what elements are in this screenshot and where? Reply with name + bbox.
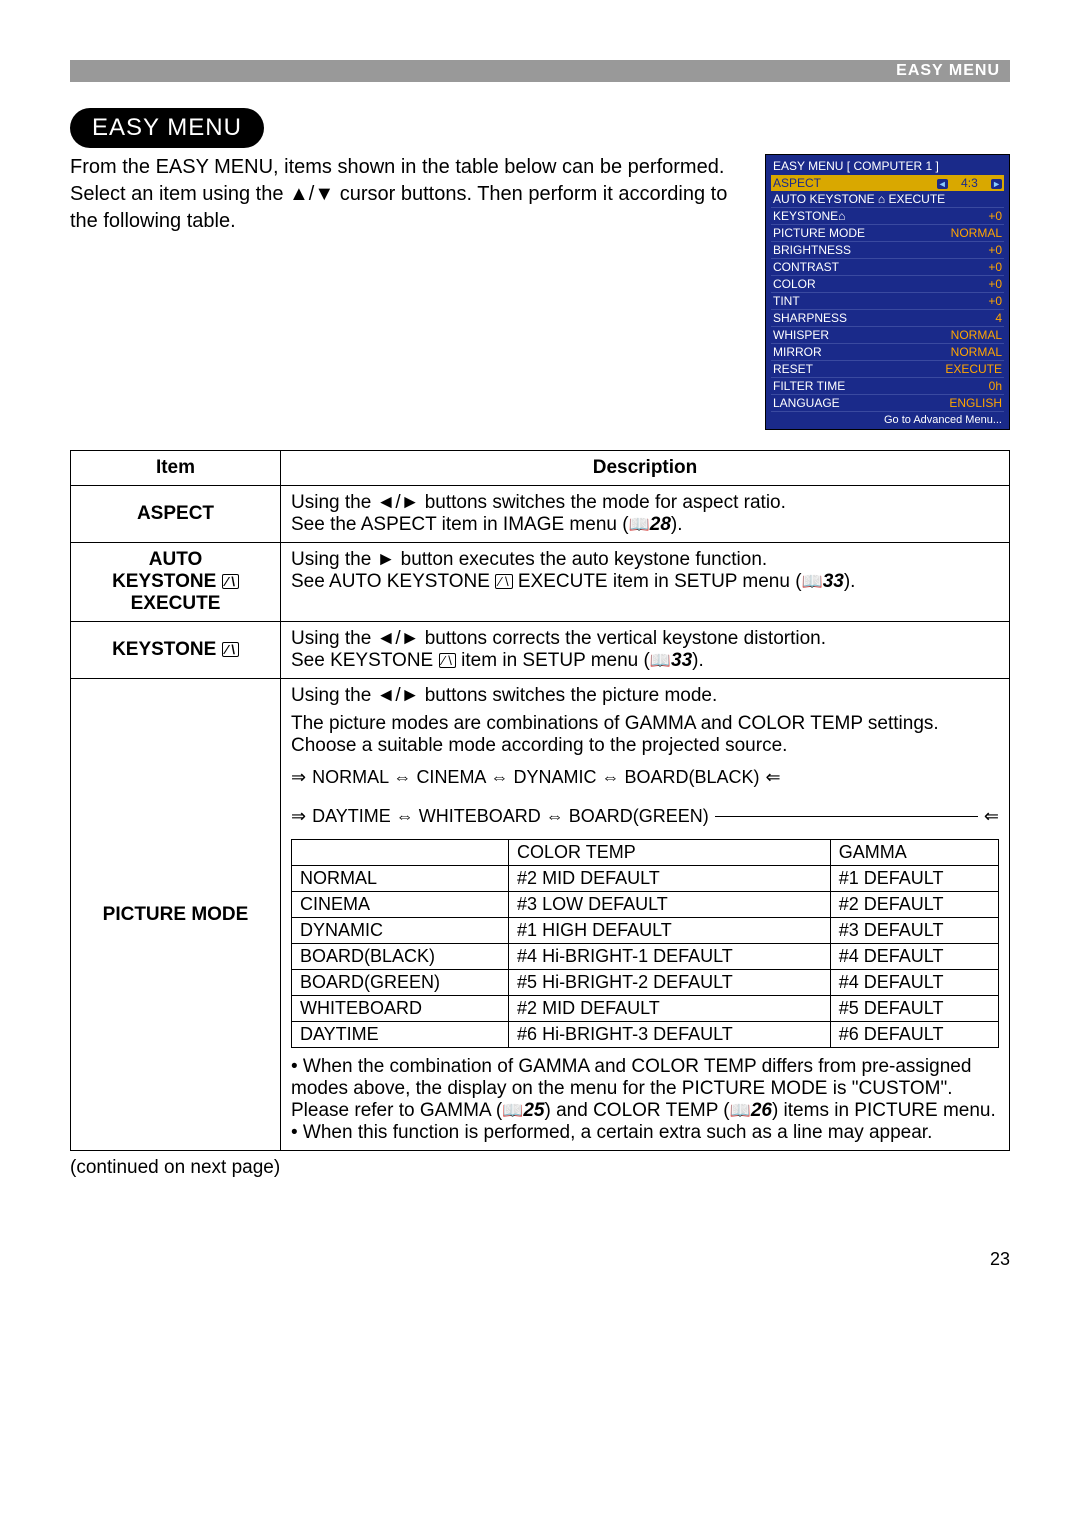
osd-row: AUTO KEYSTONE ⌂ EXECUTE [771,191,1004,208]
table-row: CINEMA#3 LOW DEFAULT#2 DEFAULT [292,892,999,918]
osd-row: MIRRORNORMAL [771,344,1004,361]
osd-row: TINT+0 [771,293,1004,310]
keystone-icon: ⁄ \ [439,653,456,668]
section-title-pill: EASY MENU [70,108,264,148]
arrow-icon: ⇐ [765,767,780,788]
osd-row: CONTRAST+0 [771,259,1004,276]
row-autokeystone-label: AUTO KEYSTONE ⁄ \ EXECUTE [71,543,281,622]
osd-row: BRIGHTNESS+0 [771,242,1004,259]
osd-preview: EASY MENU [ COMPUTER 1 ] ASPECT◄ 4:3 ►AU… [765,154,1010,430]
col-item: Item [71,451,281,486]
osd-row: LANGUAGEENGLISH [771,395,1004,412]
table-row: NORMAL#2 MID DEFAULT#1 DEFAULT [292,866,999,892]
cycle-diagram: ⇒ NORMAL ⇔ CINEMA ⇔ DYNAMIC ⇔ BOARD(BLAC… [291,765,999,829]
osd-row: FILTER TIME0h [771,378,1004,395]
keystone-icon: ⁄ \ [222,574,239,589]
row-picmode-label: PICTURE MODE [71,679,281,1151]
osd-row: ASPECT◄ 4:3 ► [771,175,1004,191]
picmode-note1: • When the combination of GAMMA and COLO… [291,1056,999,1122]
row-keystone-desc: Using the ◄/► buttons corrects the verti… [281,622,1010,679]
arrow-icon: ⇐ [984,806,999,827]
arrow-icon: ⇒ [291,767,306,788]
osd-row: COLOR+0 [771,276,1004,293]
table-row: BOARD(BLACK)#4 Hi-BRIGHT-1 DEFAULT#4 DEF… [292,944,999,970]
table-row: BOARD(GREEN)#5 Hi-BRIGHT-2 DEFAULT#4 DEF… [292,970,999,996]
osd-row: RESETEXECUTE [771,361,1004,378]
osd-row: KEYSTONE⌂+0 [771,208,1004,225]
osd-row: SHARPNESS4 [771,310,1004,327]
table-row: DYNAMIC#1 HIGH DEFAULT#3 DEFAULT [292,918,999,944]
row-keystone-label: KEYSTONE ⁄ \ [71,622,281,679]
header-bar: EASY MENU [70,60,1010,82]
osd-row: PICTURE MODENORMAL [771,225,1004,242]
table-row: WHITEBOARD#2 MID DEFAULT#5 DEFAULT [292,996,999,1022]
osd-title: EASY MENU [ COMPUTER 1 ] [771,159,1004,173]
book-icon: 📖 [650,651,671,671]
keystone-icon: ⁄ \ [495,574,512,589]
intro-line1: From the EASY MENU, items shown in the t… [70,156,724,178]
osd-footer: Go to Advanced Menu... [771,412,1004,426]
table-row: DAYTIME#6 Hi-BRIGHT-3 DEFAULT#6 DEFAULT [292,1022,999,1048]
keystone-icon: ⁄ \ [222,642,239,657]
osd-row: WHISPERNORMAL [771,327,1004,344]
intro-text: From the EASY MENU, items shown in the t… [70,154,735,235]
book-icon: 📖 [730,1101,751,1121]
row-picmode-desc: Using the ◄/► buttons switches the pictu… [281,679,1010,1151]
arrow-icon: ⇒ [291,806,306,827]
header-label: EASY MENU [896,62,1000,80]
page-number: 23 [70,1249,1010,1270]
inner-table: COLOR TEMP GAMMA NORMAL#2 MID DEFAULT#1 … [291,839,999,1048]
book-icon: 📖 [629,515,650,535]
row-aspect-label: ASPECT [71,486,281,543]
picmode-note2: • When this function is performed, a cer… [291,1122,999,1144]
continued-text: (continued on next page) [70,1157,1010,1179]
book-icon: 📖 [802,572,823,592]
col-desc: Description [281,451,1010,486]
row-aspect-desc: Using the ◄/► buttons switches the mode … [281,486,1010,543]
book-icon: 📖 [502,1101,523,1121]
description-table: Item Description ASPECT Using the ◄/► bu… [70,450,1010,1151]
intro-line2: Select an item using the ▲/▼ cursor butt… [70,183,727,232]
row-autokeystone-desc: Using the ► button executes the auto key… [281,543,1010,622]
